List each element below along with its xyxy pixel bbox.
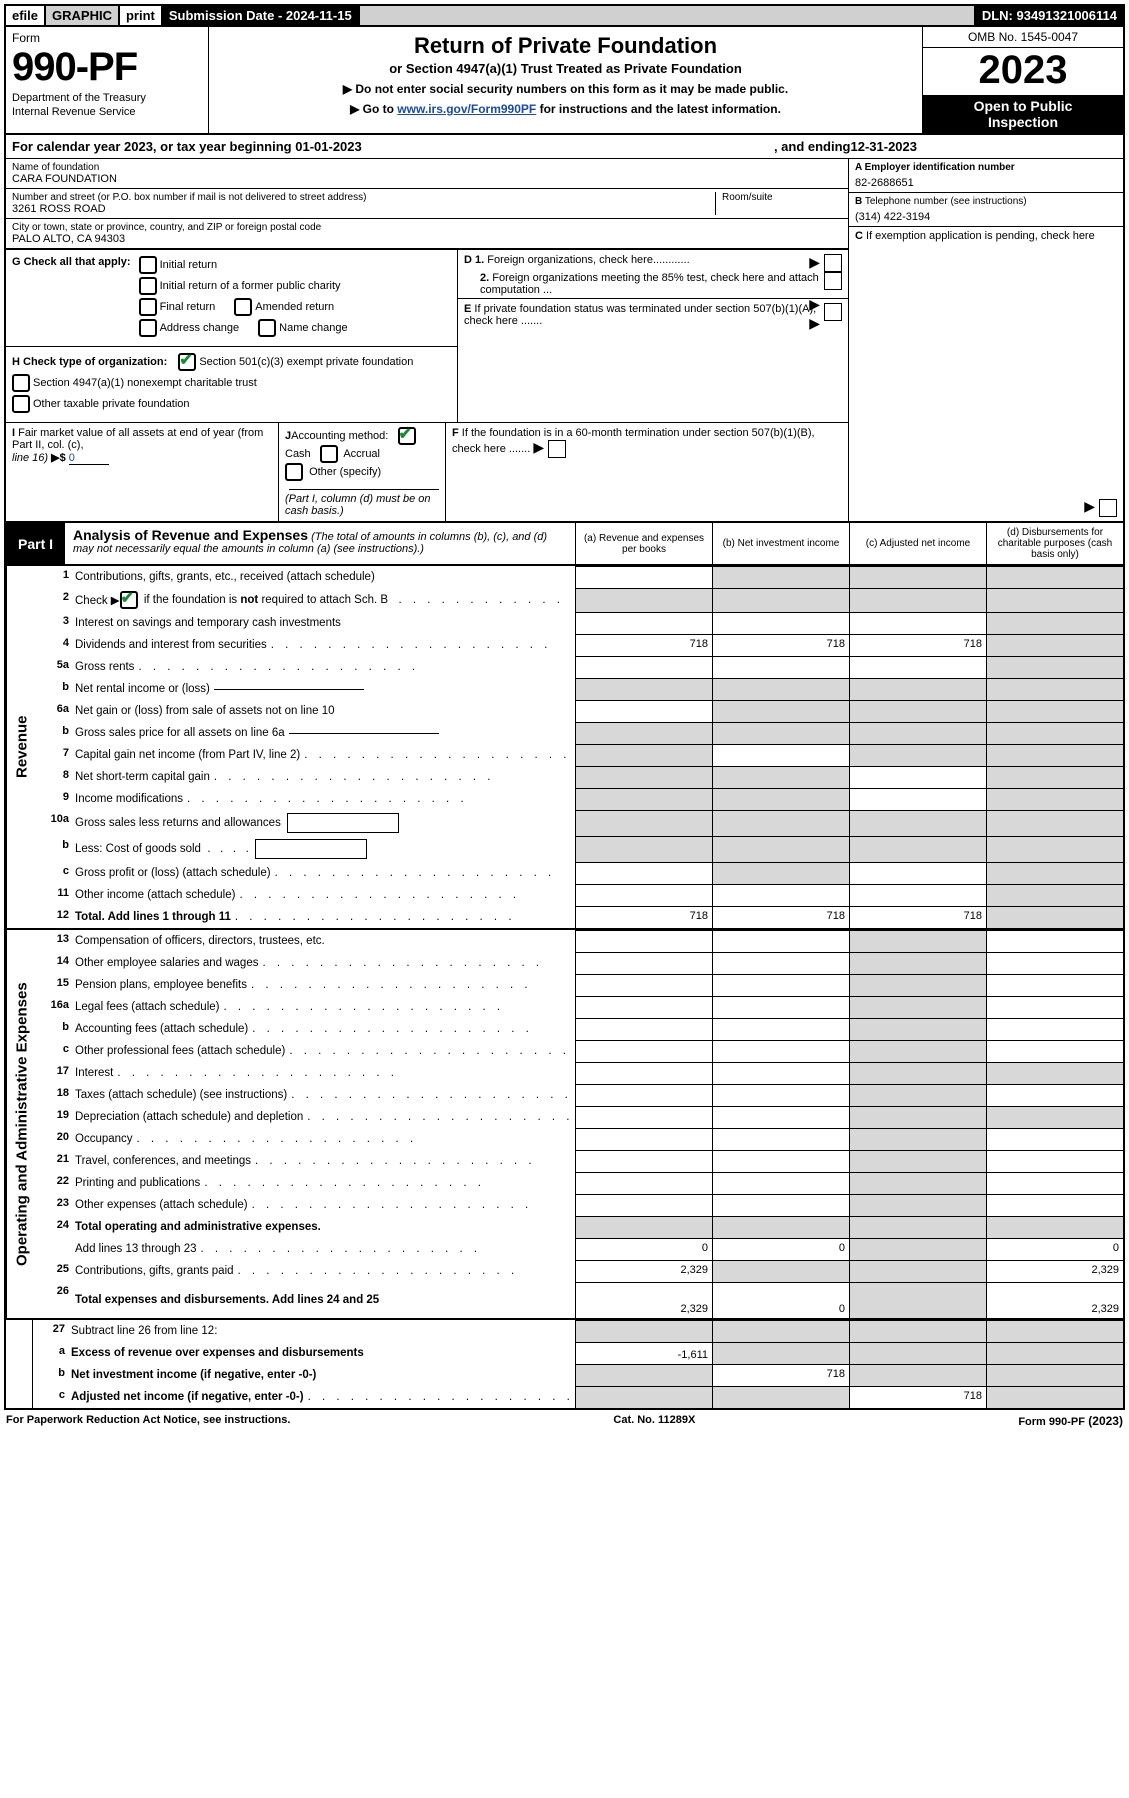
form-ref: Form 990-PF (2023) [1018, 1414, 1123, 1428]
open-public: Open to PublicInspection [923, 95, 1123, 133]
ein-label: A Employer identification number [855, 162, 1015, 173]
4947-checkbox[interactable] [12, 374, 30, 392]
form-header: Form 990-PF Department of the Treasury I… [4, 27, 1125, 135]
initial-return-checkbox[interactable] [139, 256, 157, 274]
foundation-name: CARA FOUNDATION [12, 173, 842, 185]
other-method-checkbox[interactable] [285, 463, 303, 481]
name-change-checkbox[interactable] [258, 319, 276, 337]
irs: Internal Revenue Service [12, 106, 202, 118]
calendar-year-row: For calendar year 2023, or tax year begi… [4, 135, 1125, 159]
expenses-side-label: Operating and Administrative Expenses [6, 930, 37, 1318]
amended-return-checkbox[interactable] [234, 298, 252, 316]
fmv-value: 0 [69, 452, 109, 465]
dept-treasury: Department of the Treasury [12, 92, 202, 104]
section-e: E If private foundation status was termi… [458, 298, 848, 341]
other-taxable-checkbox[interactable] [12, 395, 30, 413]
501c3-checkbox[interactable] [178, 353, 196, 371]
form-note-1: ▶ Do not enter social security numbers o… [219, 82, 912, 96]
col-c-header: (c) Adjusted net income [850, 523, 987, 564]
form-word: Form [12, 31, 202, 45]
col-a-header: (a) Revenue and expenses per books [576, 523, 713, 564]
initial-former-checkbox[interactable] [139, 277, 157, 295]
top-bar: efile GRAPHIC print Submission Date - 20… [4, 4, 1125, 27]
section-d1: D 1. Foreign organizations, check here..… [458, 250, 848, 268]
ein-value: 82-2688651 [855, 177, 1117, 189]
schb-checkbox[interactable] [120, 591, 138, 609]
section-j: JAccounting method: Cash Accrual Other (… [279, 423, 446, 521]
part-1-tag: Part I [6, 523, 65, 564]
address-label: Number and street (or P.O. box number if… [12, 192, 715, 203]
phone-value: (314) 422-3194 [855, 211, 1117, 223]
page-footer: For Paperwork Reduction Act Notice, see … [4, 1410, 1125, 1428]
form-subtitle: or Section 4947(a)(1) Trust Treated as P… [219, 61, 912, 76]
paperwork-notice: For Paperwork Reduction Act Notice, see … [6, 1414, 290, 1428]
final-return-checkbox[interactable] [139, 298, 157, 316]
section-g: G Check all that apply: Initial return I… [6, 250, 457, 346]
form-title: Return of Private Foundation [219, 33, 912, 59]
section-f: F If the foundation is in a 60-month ter… [446, 423, 848, 521]
street-address: 3261 ROSS ROAD [12, 203, 715, 215]
room-label: Room/suite [722, 192, 842, 203]
revenue-side-label: Revenue [6, 566, 37, 928]
catalog-number: Cat. No. 11289X [613, 1414, 695, 1428]
submission-label: Submission Date - 2024-11-15 [163, 6, 360, 25]
omb-number: OMB No. 1545-0047 [923, 27, 1123, 48]
part-1-header: Part I Analysis of Revenue and Expenses … [4, 523, 1125, 566]
tax-year: 2023 [923, 48, 1123, 95]
form-note-2: ▶ Go to www.irs.gov/Form990PF for instru… [219, 102, 912, 116]
col-d-header: (d) Disbursements for charitable purpose… [987, 523, 1123, 564]
section-h: H Check type of organization: Section 50… [6, 346, 457, 422]
graphic-button[interactable]: GRAPHIC [46, 6, 120, 25]
section-d2: 2. Foreign organizations meeting the 85%… [458, 268, 848, 298]
f-checkbox[interactable] [548, 440, 566, 458]
address-change-checkbox[interactable] [139, 319, 157, 337]
revenue-table: Revenue 1Contributions, gifts, grants, e… [4, 566, 1125, 930]
city-label: City or town, state or province, country… [12, 222, 842, 233]
top-spacer [360, 6, 976, 25]
c-checkbox[interactable] [1099, 499, 1117, 517]
form-number: 990-PF [12, 45, 202, 90]
col-b-header: (b) Net investment income [713, 523, 850, 564]
expenses-table: Operating and Administrative Expenses 13… [4, 930, 1125, 1320]
exemption-label: If exemption application is pending, che… [866, 230, 1095, 242]
accrual-checkbox[interactable] [320, 445, 338, 463]
e-checkbox[interactable] [824, 303, 842, 321]
irs-link[interactable]: www.irs.gov/Form990PF [397, 102, 536, 116]
d2-checkbox[interactable] [824, 272, 842, 290]
section-i: I Fair market value of all assets at end… [6, 423, 279, 521]
identification-block: Name of foundation CARA FOUNDATION Numbe… [4, 159, 1125, 523]
cash-checkbox[interactable] [398, 427, 416, 445]
phone-label: Telephone number (see instructions) [865, 196, 1027, 207]
line-27-block: 27Subtract line 26 from line 12: aExcess… [4, 1320, 1125, 1410]
city-state-zip: PALO ALTO, CA 94303 [12, 233, 842, 245]
dln-label: DLN: 93491321006114 [976, 6, 1123, 25]
efile-button[interactable]: efile [6, 6, 46, 25]
print-button[interactable]: print [120, 6, 163, 25]
name-label: Name of foundation [12, 162, 842, 173]
